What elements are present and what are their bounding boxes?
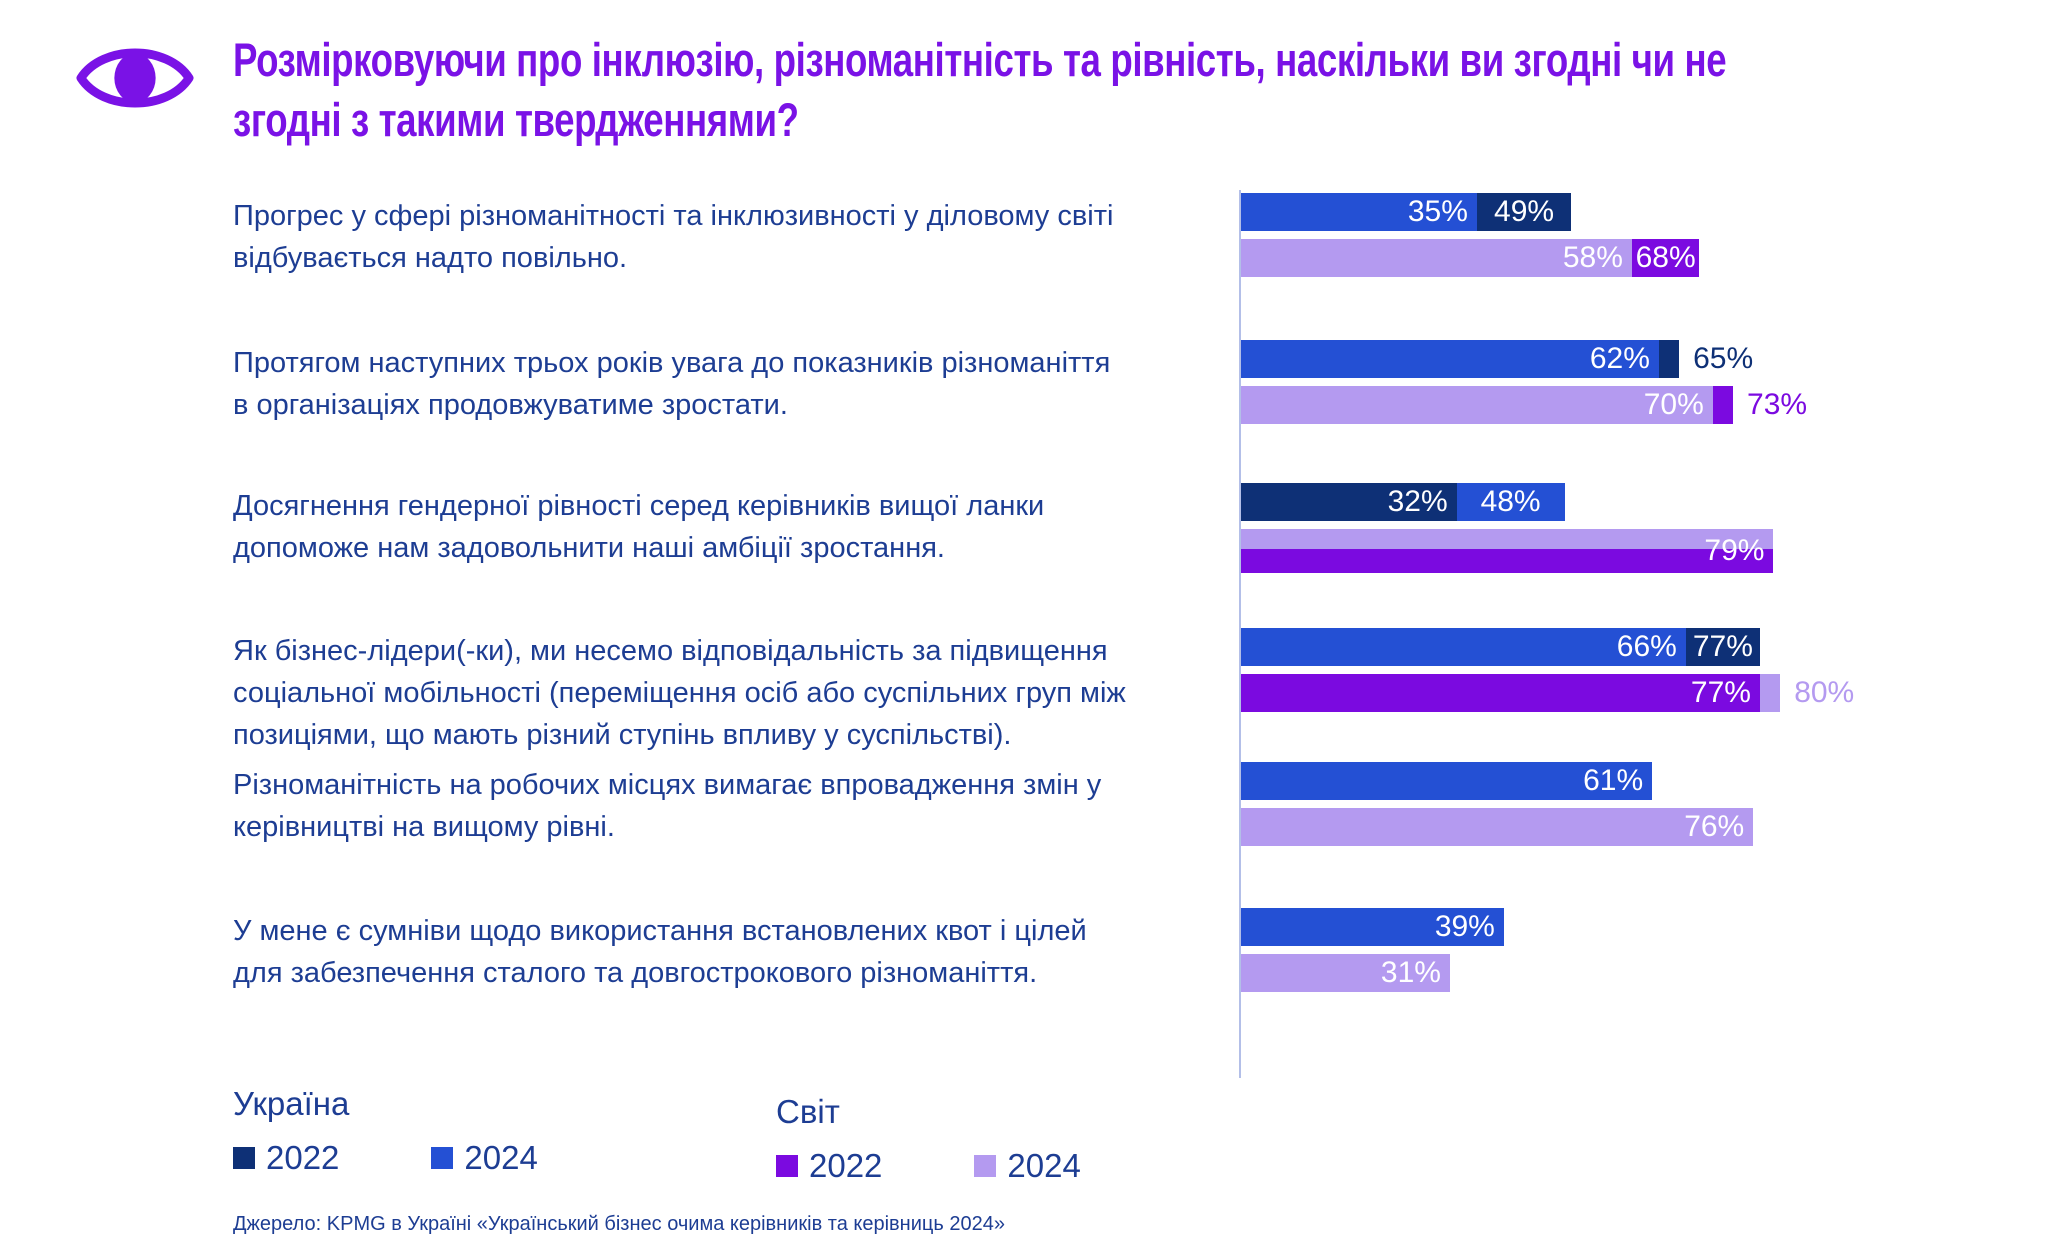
statement-text: У мене є сумніви щодо використання встан…: [233, 915, 1087, 989]
world-bar: 76%: [1241, 808, 2001, 846]
world-bar-segment-front: [1241, 529, 1774, 573]
world-value-label: 73%: [1747, 388, 1808, 421]
source-note: Джерело: KPMG в Україні «Український біз…: [233, 1213, 1005, 1235]
ukraine-bar-segment-front: [1241, 762, 1653, 800]
legend-items: 2022 2024: [776, 1147, 1173, 1185]
statement-text: Різноманітність на робочих місцях вимага…: [233, 769, 1102, 843]
world-value-label: 31%: [1380, 956, 1441, 989]
world-bar-segment-front: [1241, 386, 1713, 424]
world-bar-segment-front: [1241, 808, 1754, 846]
ukraine-value-label: 77%: [1692, 630, 1753, 663]
legend-swatch: [776, 1155, 798, 1177]
world-value-label: 79%: [1704, 534, 1765, 567]
legend-item-label: 2024: [464, 1139, 538, 1176]
legend-swatch: [431, 1147, 454, 1169]
world-value-label: 68%: [1635, 241, 1696, 274]
world-value-label: 70%: [1643, 388, 1704, 421]
legend-swatch: [233, 1147, 255, 1169]
legend-group-world: Світ 2022 2024: [776, 1093, 1173, 1185]
legend-item-2022: 2022: [233, 1139, 339, 1177]
world-value-label: 58%: [1562, 241, 1623, 274]
ukraine-bar-segment-front: [1241, 628, 1686, 666]
world-value-label: 77%: [1690, 676, 1751, 709]
ukraine-value-label: 49%: [1494, 195, 1555, 228]
ukraine-bar: 66% 77%: [1241, 628, 2001, 666]
statement-text: Як бізнес-лідери(-ки), ми несемо відпові…: [233, 635, 1126, 751]
world-bar: 58% 68%: [1241, 239, 2001, 277]
legend-swatch: [974, 1155, 997, 1177]
legend-item-label: 2022: [266, 1139, 340, 1176]
ukraine-value-label: 48%: [1480, 485, 1541, 518]
world-value-label: 80%: [1794, 676, 1855, 709]
ukraine-value-label: 65%: [1693, 342, 1754, 375]
ukraine-value-label: 62%: [1589, 342, 1650, 375]
page-title-line1: Розмірковуючи про інклюзію, різноманітні…: [233, 33, 1727, 86]
ukraine-bar: 61%: [1241, 762, 2001, 800]
ukraine-bar-segment-front: [1241, 908, 1504, 946]
eye-icon: [76, 48, 194, 108]
ukraine-value-label: 32%: [1387, 485, 1448, 518]
legend-item-2024: 2024: [974, 1147, 1081, 1185]
legend-group-ukraine: Україна 2022 2024: [233, 1085, 630, 1177]
legend-item-label: 2022: [809, 1147, 883, 1184]
ukraine-value-label: 35%: [1407, 195, 1468, 228]
page-title: Розмірковуючи про інклюзію, різноманітні…: [233, 30, 2048, 150]
ukraine-value-label: 61%: [1583, 764, 1644, 797]
legend-items: 2022 2024: [233, 1139, 630, 1177]
ukraine-bar-segment-front: [1241, 193, 1477, 231]
ukraine-value-label: 66%: [1616, 630, 1677, 663]
ukraine-bar: 35% 49%: [1241, 193, 2001, 231]
world-bar: 79%: [1241, 529, 2001, 573]
ukraine-value-label: 39%: [1434, 910, 1495, 943]
statement-text: Досягнення гендерної рівності серед кері…: [233, 490, 1045, 564]
legend-item-2024: 2024: [431, 1139, 538, 1177]
world-bar-segment-front: [1241, 674, 1760, 712]
chart-axis-line: [1239, 190, 1241, 1078]
ukraine-bar: 62% 65%: [1241, 340, 2001, 378]
legend-item-label: 2024: [1007, 1147, 1081, 1184]
world-bar-segment-front: [1241, 954, 1450, 992]
ukraine-bar: 39%: [1241, 908, 2001, 946]
world-bar: 70% 73%: [1241, 386, 2001, 424]
world-bar: 77% 80%: [1241, 674, 2001, 712]
ukraine-bar: 32% 48%: [1241, 483, 2001, 521]
statement-text: Протягом наступних трьох років увага до …: [233, 347, 1111, 421]
world-bar-segment-front: [1241, 239, 1632, 277]
legend-group-title: Україна: [233, 1085, 350, 1122]
statement-text: Прогрес у сфері різноманітності та інклю…: [233, 200, 1114, 274]
ukraine-bar-segment-front: [1241, 340, 1659, 378]
world-value-label: 76%: [1684, 810, 1745, 843]
ukraine-bar-segment-front: [1241, 483, 1457, 521]
legend-item-2022: 2022: [776, 1147, 882, 1185]
world-bar: 31%: [1241, 954, 2001, 992]
legend-group-title: Світ: [776, 1093, 840, 1130]
page-title-line2: згодні з такими твердженнями?: [233, 93, 799, 146]
